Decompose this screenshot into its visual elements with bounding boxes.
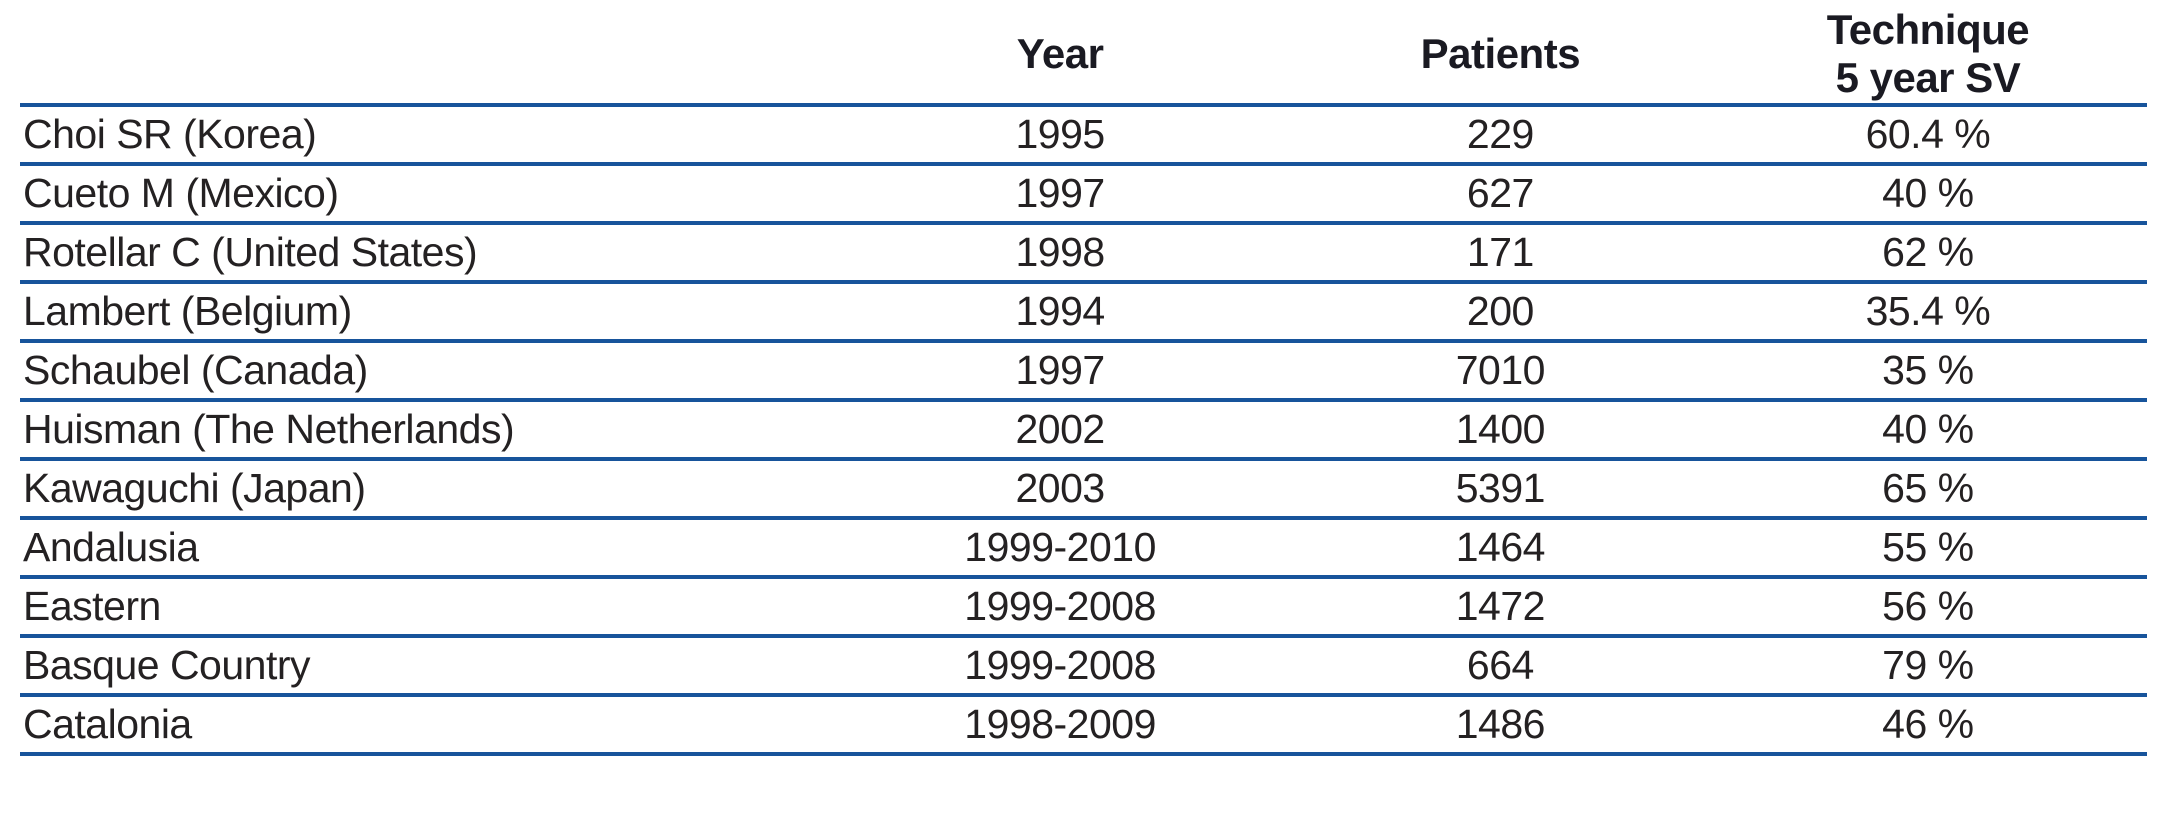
- table-row: Lambert (Belgium) 1994 200 35.4 %: [20, 282, 2147, 343]
- year-cell: 1997: [828, 164, 1292, 225]
- header-study: [20, 4, 829, 107]
- year-cell: 1997: [828, 341, 1292, 402]
- year-cell: 2003: [828, 459, 1292, 520]
- table-row: Cueto M (Mexico) 1997 627 40 %: [20, 164, 2147, 225]
- patients-cell: 1472: [1291, 577, 1709, 638]
- table-row: Huisman (The Netherlands) 2002 1400 40 %: [20, 400, 2147, 461]
- year-cell: 1994: [828, 282, 1292, 343]
- patients-cell: 1400: [1291, 400, 1709, 461]
- patients-cell: 7010: [1291, 341, 1709, 402]
- study-cell: Catalonia: [20, 695, 829, 756]
- patients-cell: 627: [1291, 164, 1709, 225]
- study-cell: Basque Country: [20, 636, 829, 697]
- survival-table: Year Patients Technique 5 year SV Choi S…: [20, 4, 2147, 756]
- study-cell: Lambert (Belgium): [20, 282, 829, 343]
- study-cell: Eastern: [20, 577, 829, 638]
- table-row: Andalusia 1999-2010 1464 55 %: [20, 518, 2147, 579]
- header-technique-line2: 5 year SV: [1835, 53, 2021, 101]
- survival-cell: 40 %: [1708, 164, 2147, 225]
- header-technique-line1: Technique: [1826, 5, 2030, 53]
- year-cell: 1999-2008: [828, 577, 1292, 638]
- survival-cell: 46 %: [1708, 695, 2147, 756]
- survival-cell: 65 %: [1708, 459, 2147, 520]
- survival-cell: 40 %: [1708, 400, 2147, 461]
- year-cell: 1998-2009: [828, 695, 1292, 756]
- study-cell: Choi SR (Korea): [20, 105, 829, 166]
- table-row: Rotellar C (United States) 1998 171 62 %: [20, 223, 2147, 284]
- study-cell: Kawaguchi (Japan): [20, 459, 829, 520]
- year-cell: 1999-2008: [828, 636, 1292, 697]
- year-cell: 1999-2010: [828, 518, 1292, 579]
- study-cell: Schaubel (Canada): [20, 341, 829, 402]
- study-cell: Huisman (The Netherlands): [20, 400, 829, 461]
- survival-cell: 35.4 %: [1708, 282, 2147, 343]
- year-cell: 1995: [828, 105, 1292, 166]
- study-cell: Rotellar C (United States): [20, 223, 829, 284]
- table-row: Catalonia 1998-2009 1486 46 %: [20, 695, 2147, 756]
- patients-cell: 171: [1291, 223, 1709, 284]
- header-technique-5yr-sv: Technique 5 year SV: [1708, 4, 2147, 107]
- survival-cell: 62 %: [1708, 223, 2147, 284]
- survival-cell: 55 %: [1708, 518, 2147, 579]
- survival-cell: 60.4 %: [1708, 105, 2147, 166]
- study-cell: Andalusia: [20, 518, 829, 579]
- patients-cell: 1486: [1291, 695, 1709, 756]
- patients-cell: 1464: [1291, 518, 1709, 579]
- table-row: Eastern 1999-2008 1472 56 %: [20, 577, 2147, 638]
- study-cell: Cueto M (Mexico): [20, 164, 829, 225]
- patients-cell: 664: [1291, 636, 1709, 697]
- header-year: Year: [828, 4, 1292, 107]
- survival-cell: 35 %: [1708, 341, 2147, 402]
- table-row: Kawaguchi (Japan) 2003 5391 65 %: [20, 459, 2147, 520]
- patients-cell: 229: [1291, 105, 1709, 166]
- survival-cell: 79 %: [1708, 636, 2147, 697]
- year-cell: 2002: [828, 400, 1292, 461]
- table-row: Basque Country 1999-2008 664 79 %: [20, 636, 2147, 697]
- patients-cell: 5391: [1291, 459, 1709, 520]
- table-row: Schaubel (Canada) 1997 7010 35 %: [20, 341, 2147, 402]
- patients-cell: 200: [1291, 282, 1709, 343]
- header-row: Year Patients Technique 5 year SV: [20, 4, 2147, 107]
- table-row: Choi SR (Korea) 1995 229 60.4 %: [20, 105, 2147, 166]
- survival-cell: 56 %: [1708, 577, 2147, 638]
- header-patients: Patients: [1291, 4, 1709, 107]
- year-cell: 1998: [828, 223, 1292, 284]
